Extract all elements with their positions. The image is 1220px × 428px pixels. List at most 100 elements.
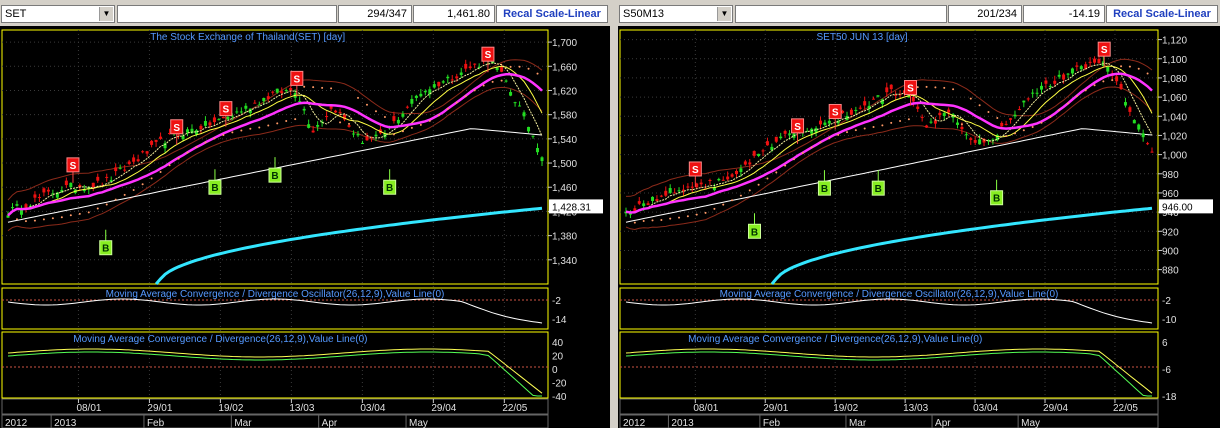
macd-axis-label: -40 [552,392,567,403]
candle-body [686,186,690,188]
sar-dot [132,188,135,191]
candle-body [770,146,774,151]
right-recal-scale-button[interactable]: Recal Scale-Linear [1106,5,1218,23]
candle-body [154,139,158,142]
candle-body [779,136,783,139]
signal-label: S [907,84,914,95]
buy-signal-marker [871,180,885,196]
chevron-down-icon[interactable]: ▼ [99,7,113,21]
candle-body [212,117,216,123]
candle-body [774,136,778,142]
candle-body [374,134,378,137]
macd-signal-line [7,351,542,397]
candle-body [876,95,880,97]
ma-cyan-line [154,206,543,285]
price-axis-label: 1,700 [552,38,577,49]
price-axis-label: 1,620 [552,86,577,97]
candle-body [82,189,86,192]
candle-body [818,120,822,125]
candle-body [748,162,752,165]
sar-dot [1022,129,1025,132]
macd-axis-label: -6 [1162,365,1171,376]
candle-body [114,167,118,172]
candle-body [495,67,499,71]
buy-signal-marker [383,179,397,195]
macd-axis-label: 0 [552,365,558,376]
sar-dot [978,104,981,107]
candle-body [1146,143,1150,145]
sar-dot [15,218,18,221]
left-chart-canvas[interactable]: 1,7001,6601,6201,5801,5401,5001,4601,420… [0,26,610,428]
candle-body [253,102,257,104]
candle-body [681,189,685,191]
candle-body [194,130,198,135]
candle-body [991,139,995,141]
candle-body [64,180,68,186]
candle-body [986,140,990,142]
candle-body [446,76,450,79]
candle-body [845,116,849,120]
candle-body [464,63,468,69]
price-axis-label: 1,020 [1162,131,1187,142]
candle-body [805,130,809,132]
year-label: Mar [234,418,252,428]
ma-magenta-line [625,72,1153,214]
sar-dot [482,84,485,87]
candle-body [1017,109,1021,111]
left-symbol-select[interactable]: SET ▼ [1,5,115,23]
candle-body [284,89,288,91]
candle-body [343,114,347,120]
candle-body [127,161,131,164]
sar-dot [854,129,857,132]
buy-signal-marker [990,190,1004,206]
sell-signal-marker [688,161,702,177]
candle-body [651,196,655,201]
candle-body [185,129,189,133]
candle-body [513,102,517,104]
candle-body [37,197,41,199]
date-label: 19/02 [833,403,858,414]
candle-body [1075,65,1079,67]
sar-dot [374,110,377,113]
candle-body [109,180,113,183]
candle-body [118,167,122,169]
left-chart-panel[interactable]: SET ▼ 294/347 1,461.80 Recal Scale-Linear… [0,0,610,428]
right-chart-panel[interactable]: S50M13 ▼ 201/234 -14.19 Recal Scale-Linea… [618,0,1220,428]
right-chart-canvas[interactable]: 1,120 1,100 1,080 1,060 1,040 1,020 1,000 980 96… [618,26,1220,428]
candle-body [450,79,454,81]
candle-body [1132,120,1136,124]
candle-body [459,72,463,75]
candle-body [920,116,924,118]
oscillator-axis-label: -14 [552,315,567,326]
candle-body [51,193,55,195]
candle-body [982,139,986,143]
candle-body [46,189,50,192]
sar-dot [410,126,413,129]
ma-long-line [625,128,1153,223]
sar-dot [952,88,955,91]
left-last-value: 1,461.80 [413,5,495,23]
candle-body [136,159,140,162]
chevron-down-icon[interactable]: ▼ [717,7,731,21]
sar-dot [1084,89,1087,92]
candle-body [437,81,441,87]
right-symbol-select[interactable]: S50M13 ▼ [619,5,733,23]
sar-dot [1146,72,1149,75]
candle-body [325,116,329,118]
sar-dot [312,86,315,89]
left-recal-scale-button[interactable]: Recal Scale-Linear [496,5,608,23]
signal-label: S [294,74,301,85]
chart-title: SET50 JUN 13 [day] [817,32,908,43]
candle-body [964,134,968,136]
sar-dot [987,110,990,113]
candle-body [141,151,145,153]
candle-body [712,187,716,191]
last-price-marker [549,199,603,214]
price-axis-label: 940 [1162,208,1179,219]
candle-body [428,89,432,95]
panel-splitter[interactable] [610,0,618,428]
sar-dot [1013,132,1016,135]
candle-body [145,151,149,154]
candle-body [827,120,831,124]
candle-body [1039,85,1043,90]
